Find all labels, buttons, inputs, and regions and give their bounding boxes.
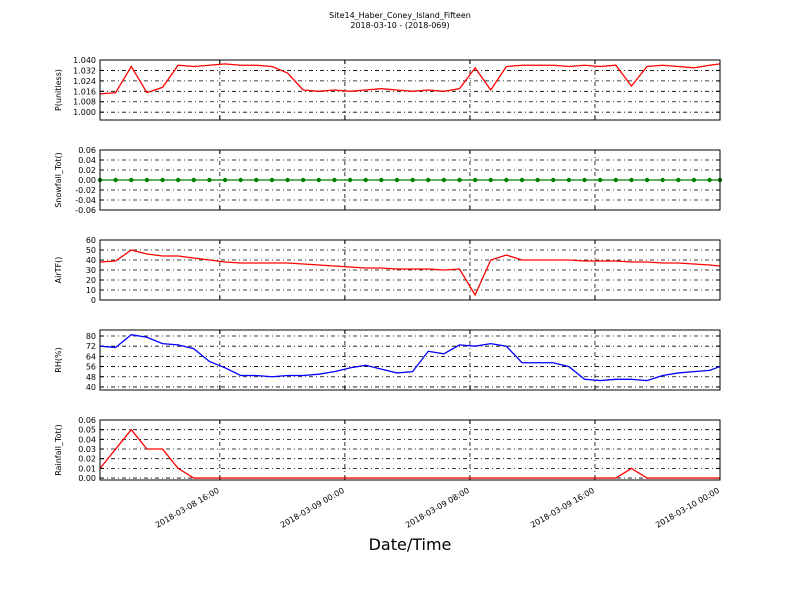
data-point [566, 177, 572, 183]
y-tick-label: 80 [86, 332, 96, 341]
chart-subtitle: 2018-03-10 - (2018-069) [350, 21, 449, 30]
data-point [347, 177, 353, 183]
data-point [175, 177, 181, 183]
plot-frame [99, 149, 721, 211]
y-tick-label: 0.05 [78, 426, 96, 435]
y-tick-label: 0.02 [78, 455, 96, 464]
data-point [269, 177, 275, 183]
y-tick-label: 0.06 [78, 146, 96, 155]
x-tick-label: 2018-03-09 00:00 [279, 486, 346, 530]
y-tick-label: 1.040 [73, 56, 96, 65]
y-tick-label: 64 [86, 352, 96, 361]
data-point [707, 177, 712, 183]
data-line [99, 63, 721, 95]
y-tick-label: 0.03 [78, 445, 96, 454]
data-point [207, 177, 212, 183]
y-tick-label: 20 [86, 276, 96, 285]
data-point [613, 177, 618, 183]
data-point [597, 177, 603, 183]
data-point [457, 177, 462, 183]
y-tick-label: 10 [86, 286, 96, 295]
plot-frame [99, 59, 721, 121]
data-point [332, 177, 337, 183]
data-point [551, 177, 556, 183]
y-tick-label: -0.02 [75, 186, 96, 195]
y-axis-label: P(unitless) [54, 69, 63, 111]
data-point [629, 177, 634, 183]
data-line [99, 428, 720, 479]
data-point [129, 177, 134, 183]
y-tick-label: -0.04 [75, 196, 96, 205]
data-point [519, 177, 525, 183]
data-line [99, 249, 721, 297]
y-tick-label: 0.04 [78, 156, 96, 165]
x-axis-label: Date/Time [369, 535, 452, 554]
data-point [488, 177, 493, 183]
x-tick-label: 2018-03-09 08:00 [404, 486, 471, 530]
data-point [660, 177, 665, 183]
y-tick-label: 1.008 [73, 98, 96, 107]
y-axis-label: Rainfall_Tot() [54, 424, 63, 476]
y-tick-label: 0.06 [78, 416, 96, 425]
y-tick-label: 0.04 [78, 435, 96, 444]
data-point [222, 177, 228, 183]
y-tick-label: 1.016 [73, 87, 96, 96]
data-point [254, 177, 259, 183]
data-point [426, 177, 431, 183]
plot-frame [99, 419, 721, 481]
y-tick-label: 1.000 [73, 108, 96, 117]
y-tick-label: 0 [91, 296, 96, 305]
data-point [410, 177, 415, 183]
y-tick-label: 0.01 [78, 464, 96, 473]
y-tick-label: 1.024 [73, 77, 96, 86]
data-point [472, 177, 478, 183]
y-tick-label: 0.02 [78, 166, 96, 175]
y-tick-label: 48 [86, 373, 96, 382]
plot-frame [99, 239, 721, 301]
y-axis-label: AirTF() [54, 257, 63, 284]
y-tick-label: 1.032 [73, 66, 96, 75]
data-point [238, 177, 243, 183]
x-tick-label: 2018-03-10 00:00 [654, 486, 721, 530]
data-point [535, 177, 540, 183]
data-point [644, 177, 650, 183]
y-axis-label: RH(%) [54, 347, 63, 372]
data-point [676, 177, 681, 183]
chart-title: Site14_Haber_Coney_Island_Fifteen [329, 11, 471, 20]
y-tick-label: 0.00 [78, 176, 96, 185]
data-point [285, 177, 290, 183]
data-line [99, 334, 721, 382]
data-point [300, 177, 306, 183]
y-tick-label: 60 [86, 236, 96, 245]
y-tick-label: 50 [86, 246, 96, 255]
data-point [160, 177, 165, 183]
y-axis-label: Snowfall_Tot() [54, 152, 63, 208]
y-tick-label: 56 [86, 363, 96, 372]
y-tick-label: 30 [86, 266, 96, 275]
data-point [441, 177, 447, 183]
data-point [144, 177, 150, 183]
data-point [504, 177, 509, 183]
data-point [363, 177, 368, 183]
data-point [379, 177, 384, 183]
y-tick-label: 0.00 [78, 474, 96, 483]
data-point [394, 177, 400, 183]
y-tick-label: 40 [86, 383, 96, 392]
data-point [316, 177, 322, 183]
y-tick-label: 40 [86, 256, 96, 265]
y-tick-label: 72 [86, 342, 96, 351]
data-point [191, 177, 196, 183]
x-tick-label: 2018-03-08 16:00 [154, 486, 221, 530]
data-point [582, 177, 587, 183]
data-point [691, 177, 697, 183]
plot-frame [99, 329, 721, 391]
y-tick-label: -0.06 [75, 206, 96, 215]
x-tick-label: 2018-03-09 16:00 [529, 486, 596, 530]
data-point [113, 177, 118, 183]
